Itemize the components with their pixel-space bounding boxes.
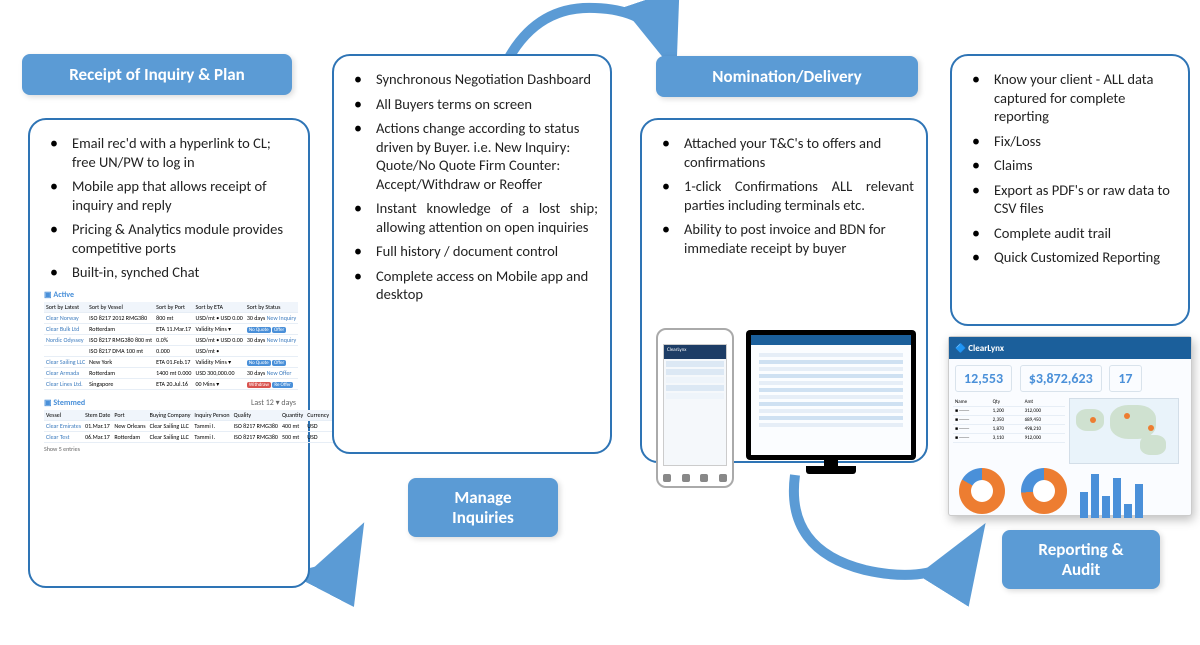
list-manage: Synchronous Negotiation Dashboard All Bu… — [348, 70, 598, 304]
list-item: Mobile app that allows receipt of inquir… — [44, 177, 296, 214]
list-item: Export as PDF's or raw data to CSV files — [966, 181, 1176, 218]
list-item: Attached your T&C's to offers and confir… — [656, 134, 914, 171]
title-manage-wrap: ManageInquiries — [408, 478, 558, 537]
bar-chart — [1080, 472, 1143, 518]
title-nom: Nomination/Delivery — [656, 56, 918, 97]
list-item: Instant knowledge of a lost ship; allowi… — [348, 199, 598, 236]
donut-chart — [959, 468, 1005, 514]
list-item: Built-in, synched Chat — [44, 263, 296, 282]
list-item: Ability to post invoice and BDN for imme… — [656, 220, 914, 257]
phone-mock: ClearLynx — [656, 328, 734, 488]
list-item: Complete access on Mobile app and deskto… — [348, 267, 598, 304]
list-item: Actions change according to status drive… — [348, 119, 598, 193]
list-item: Email rec'd with a hyperlink to CL; free… — [44, 134, 296, 171]
list-item: Full history / document control — [348, 242, 598, 261]
list-item: Fix/Loss — [966, 132, 1176, 151]
list-item: All Buyers terms on screen — [348, 95, 598, 114]
list-item: Know your client - ALL data captured for… — [966, 70, 1176, 126]
title-report: Reporting &Audit — [1002, 530, 1160, 589]
list-item: Complete audit trail — [966, 224, 1176, 243]
receipt-dashboard-image: ▣ Active Sort by LatestSort by Vessel So… — [44, 288, 296, 453]
list-item: Synchronous Negotiation Dashboard — [348, 70, 598, 89]
list-report: Know your client - ALL data captured for… — [966, 70, 1176, 267]
report-dashboard-image: 🔷 ClearLynx 12,553 $3,872,623 17 NameQty… — [948, 336, 1192, 516]
col-nom: Nomination/Delivery — [656, 56, 918, 97]
col-receipt: Receipt of Inquiry & Plan — [22, 54, 292, 95]
list-item: Quick Customized Reporting — [966, 248, 1176, 267]
donut-chart — [1021, 468, 1067, 514]
list-item: Pricing & Analytics module provides comp… — [44, 220, 296, 257]
title-receipt: Receipt of Inquiry & Plan — [22, 54, 292, 95]
list-item: Claims — [966, 156, 1176, 175]
box-receipt: Email rec'd with a hyperlink to CL; free… — [28, 118, 310, 588]
title-manage: ManageInquiries — [408, 478, 558, 537]
list-item: 1-click Confirmations ALL relevant parti… — [656, 177, 914, 214]
monitor-mock — [746, 330, 916, 460]
box-report: Know your client - ALL data captured for… — [950, 54, 1190, 326]
title-report-wrap: Reporting &Audit — [1002, 530, 1160, 589]
box-manage: Synchronous Negotiation Dashboard All Bu… — [332, 54, 612, 454]
list-receipt: Email rec'd with a hyperlink to CL; free… — [44, 134, 296, 282]
list-nom: Attached your T&C's to offers and confir… — [656, 134, 914, 257]
